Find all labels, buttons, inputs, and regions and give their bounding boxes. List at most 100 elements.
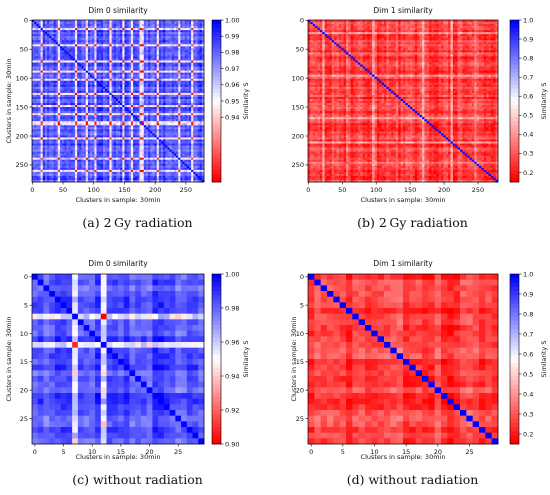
heatmap-cell bbox=[167, 48, 170, 51]
heatmap-cell bbox=[141, 88, 145, 92]
heatmap-cell bbox=[137, 58, 140, 61]
heatmap-cell bbox=[92, 32, 95, 35]
heatmap-cell bbox=[79, 74, 82, 78]
heatmap-cell bbox=[171, 143, 175, 146]
heatmap-cell bbox=[143, 48, 147, 51]
heatmap-cell bbox=[113, 58, 117, 61]
heatmap-cell bbox=[87, 80, 91, 84]
heatmap-cell bbox=[148, 131, 151, 134]
heatmap-cell bbox=[94, 24, 97, 27]
heatmap-cell bbox=[105, 94, 108, 98]
heatmap-cell bbox=[130, 143, 134, 146]
heatmap-cell bbox=[176, 24, 179, 27]
heatmap-cell bbox=[139, 66, 142, 69]
heatmap-cell bbox=[201, 117, 205, 120]
heatmap-cell bbox=[188, 56, 192, 59]
heatmap-cell bbox=[70, 129, 74, 132]
heatmap-cell bbox=[51, 76, 54, 80]
heatmap-cell bbox=[77, 22, 80, 25]
heatmap-cell bbox=[62, 133, 65, 136]
heatmap-cell bbox=[66, 133, 69, 136]
heatmap-cell bbox=[191, 34, 194, 37]
heatmap-cell bbox=[75, 84, 78, 88]
heatmap-cell bbox=[171, 115, 175, 118]
heatmap-cell bbox=[182, 84, 185, 88]
heatmap-cell bbox=[66, 82, 69, 86]
heatmap-cell bbox=[79, 60, 82, 63]
heatmap-cell bbox=[188, 62, 192, 65]
heatmap-cell bbox=[42, 70, 46, 74]
heatmap-cell bbox=[152, 42, 155, 45]
heatmap-cell bbox=[62, 62, 65, 65]
heatmap-cell bbox=[49, 84, 52, 88]
heatmap-cell bbox=[199, 131, 203, 134]
heatmap-cell bbox=[201, 48, 205, 51]
heatmap-cell bbox=[150, 105, 153, 108]
heatmap-cell bbox=[171, 96, 175, 100]
heatmap-cell bbox=[62, 143, 65, 146]
heatmap-cell bbox=[51, 26, 54, 29]
heatmap-cell bbox=[197, 50, 201, 53]
heatmap-cell bbox=[163, 26, 166, 29]
heatmap-cell bbox=[47, 109, 50, 112]
heatmap-cell bbox=[111, 86, 115, 90]
heatmap-cell bbox=[92, 42, 95, 45]
heatmap-cell bbox=[133, 76, 136, 80]
heatmap-cell bbox=[75, 129, 78, 132]
heatmap-cell bbox=[94, 111, 97, 114]
heatmap-cell bbox=[83, 92, 87, 96]
heatmap-cell bbox=[182, 113, 185, 116]
heatmap-cell bbox=[113, 70, 117, 74]
heatmap-cell bbox=[96, 36, 99, 39]
heatmap-cell bbox=[94, 52, 97, 55]
heatmap-cell bbox=[68, 76, 72, 80]
heatmap-cell bbox=[182, 121, 185, 124]
heatmap-cell bbox=[100, 24, 104, 27]
heatmap-cell bbox=[191, 111, 194, 114]
heatmap-cell bbox=[139, 22, 142, 25]
heatmap-cell bbox=[55, 20, 59, 23]
heatmap-cell bbox=[154, 90, 158, 94]
heatmap-cell bbox=[126, 62, 130, 65]
heatmap-cell bbox=[171, 123, 175, 126]
heatmap-cell bbox=[79, 145, 82, 148]
heatmap-cell bbox=[184, 94, 188, 98]
heatmap-cell bbox=[85, 32, 89, 35]
heatmap-cell bbox=[38, 84, 41, 88]
heatmap-cell bbox=[105, 60, 108, 63]
heatmap-cell bbox=[83, 101, 87, 104]
heatmap-cell bbox=[96, 52, 99, 55]
heatmap-cell bbox=[180, 141, 183, 144]
heatmap-cell bbox=[191, 129, 194, 132]
heatmap-cell bbox=[176, 32, 179, 35]
heatmap-cell bbox=[92, 98, 95, 102]
heatmap-cell bbox=[79, 125, 82, 128]
heatmap-cell bbox=[156, 54, 160, 57]
heatmap-cell bbox=[171, 109, 175, 112]
heatmap-cell bbox=[66, 42, 69, 45]
heatmap-cell bbox=[92, 94, 95, 98]
heatmap-cell bbox=[145, 105, 149, 108]
heatmap-cell bbox=[102, 78, 106, 82]
heatmap-cell bbox=[178, 54, 181, 57]
heatmap-cell bbox=[165, 127, 168, 130]
heatmap-cell bbox=[77, 98, 80, 102]
heatmap-cell bbox=[115, 98, 119, 102]
heatmap-cell bbox=[32, 40, 35, 43]
heatmap-cell bbox=[34, 139, 37, 142]
heatmap-cell bbox=[113, 82, 117, 86]
heatmap-cell bbox=[42, 34, 46, 37]
heatmap-cell bbox=[32, 44, 35, 47]
heatmap-cell bbox=[171, 70, 175, 74]
heatmap-cell bbox=[165, 131, 168, 134]
heatmap-cell bbox=[186, 32, 190, 35]
heatmap-cell bbox=[72, 84, 76, 88]
heatmap-cell bbox=[199, 20, 203, 23]
heatmap-cell bbox=[77, 92, 80, 96]
heatmap-cell bbox=[128, 28, 132, 31]
heatmap-cell bbox=[70, 28, 74, 31]
heatmap-cell bbox=[145, 32, 149, 35]
heatmap-cell bbox=[148, 123, 151, 126]
heatmap-cell bbox=[81, 86, 84, 90]
heatmap-cell bbox=[100, 103, 104, 106]
